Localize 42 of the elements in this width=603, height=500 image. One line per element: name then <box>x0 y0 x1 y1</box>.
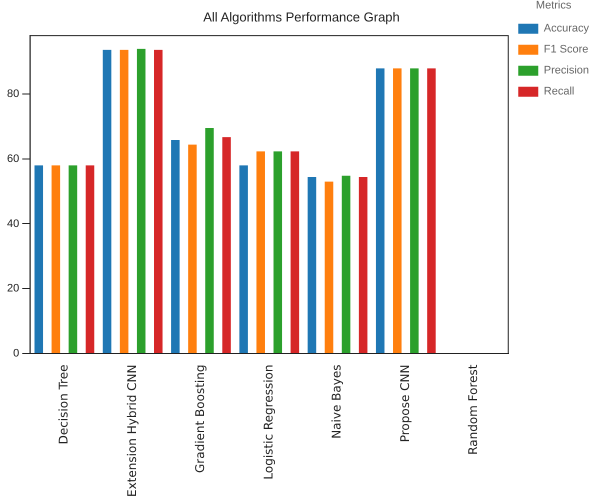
bar <box>427 68 436 353</box>
x-tick-label: Random Forest <box>466 364 480 455</box>
bar <box>34 165 44 353</box>
x-tick-label: Decision Tree <box>56 364 71 444</box>
x-tick-label: Propose CNN <box>398 364 412 442</box>
bar <box>256 151 265 353</box>
legend-label: F1 Score <box>544 44 588 56</box>
y-tick-label: 40 <box>6 218 20 230</box>
bar <box>120 50 128 353</box>
bar <box>274 151 282 353</box>
legend-label: Accuracy <box>544 22 590 35</box>
bar <box>358 177 368 353</box>
chart-title: All Algorithms Performance Graph <box>203 9 400 24</box>
x-tick-label: Gradient Boosting <box>193 364 208 473</box>
y-tick-label: 0 <box>13 348 20 360</box>
bar <box>171 140 180 353</box>
legend-label: Precision <box>544 64 590 77</box>
bar <box>136 48 146 353</box>
bar <box>308 177 316 353</box>
bar <box>102 50 112 353</box>
bar <box>154 50 163 353</box>
y-tick-label: 20 <box>6 282 20 295</box>
bar <box>52 165 60 353</box>
legend-title: Metrics <box>536 0 572 12</box>
bar <box>290 151 300 353</box>
bar <box>410 68 419 353</box>
x-tick-label: Extension Hybrid CNN <box>124 364 139 497</box>
y-tick-label: 60 <box>6 152 20 165</box>
bar <box>188 144 197 353</box>
bar <box>222 137 231 353</box>
bar <box>393 68 402 353</box>
bar <box>86 165 94 353</box>
bar <box>342 176 350 353</box>
x-tick-label: Logistic Regression <box>261 364 276 480</box>
x-tick-label: Naive Bayes <box>330 364 344 439</box>
bar <box>239 165 248 353</box>
bar <box>68 165 78 353</box>
bar <box>324 182 334 353</box>
y-tick-label: 80 <box>6 88 20 100</box>
bar <box>376 68 384 353</box>
bar <box>205 128 214 353</box>
legend-label: Recall <box>544 86 574 98</box>
